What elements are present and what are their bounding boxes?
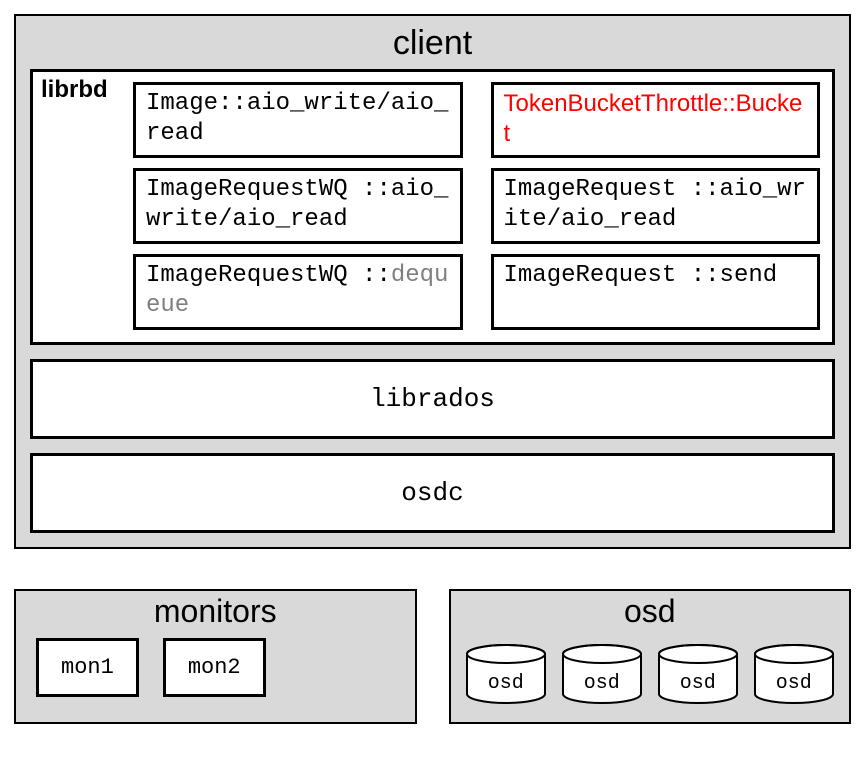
osd-label: osd bbox=[561, 672, 643, 695]
osd-cylinder: osd bbox=[753, 644, 835, 704]
osd-row: osd osd osd bbox=[465, 638, 836, 704]
cell-tokenbucket: TokenBucketThrottle::Bucket bbox=[491, 82, 821, 158]
librbd-label: librbd bbox=[41, 76, 108, 104]
osd-label: osd bbox=[465, 672, 547, 695]
cell-wq-aio: ImageRequestWQ ::aio_write/aio_read bbox=[133, 168, 463, 244]
client-box: client librbd Image::aio_write/aio_read … bbox=[14, 14, 851, 549]
osd-label: osd bbox=[753, 672, 835, 695]
osd-title: osd bbox=[465, 593, 836, 630]
monitors-box: monitors mon1 mon2 bbox=[14, 589, 417, 724]
cell-wq-dequeue: ImageRequestWQ ::dequeue bbox=[133, 254, 463, 330]
osdc-box: osdc bbox=[30, 453, 835, 533]
osd-cylinder: osd bbox=[465, 644, 547, 704]
monitors-title: monitors bbox=[30, 593, 401, 630]
bottom-row: monitors mon1 mon2 osd osd bbox=[14, 589, 851, 724]
cell-image-aio: Image::aio_write/aio_read bbox=[133, 82, 463, 158]
cell-req-send: ImageRequest ::send bbox=[491, 254, 821, 330]
osd-cylinder: osd bbox=[561, 644, 643, 704]
osd-label: osd bbox=[657, 672, 739, 695]
monitors-row: mon1 mon2 bbox=[30, 638, 401, 697]
cell-req-aio: ImageRequest ::aio_write/aio_read bbox=[491, 168, 821, 244]
librados-box: librados bbox=[30, 359, 835, 439]
cell-wq-dequeue-a: ImageRequestWQ :: bbox=[146, 262, 391, 289]
osd-cylinder: osd bbox=[657, 644, 739, 704]
mon-item: mon1 bbox=[36, 638, 139, 697]
librbd-box: librbd Image::aio_write/aio_read TokenBu… bbox=[30, 69, 835, 345]
librbd-grid: Image::aio_write/aio_read TokenBucketThr… bbox=[133, 82, 820, 330]
osd-box: osd osd osd bbox=[449, 589, 852, 724]
client-title: client bbox=[30, 24, 835, 63]
mon-item: mon2 bbox=[163, 638, 266, 697]
